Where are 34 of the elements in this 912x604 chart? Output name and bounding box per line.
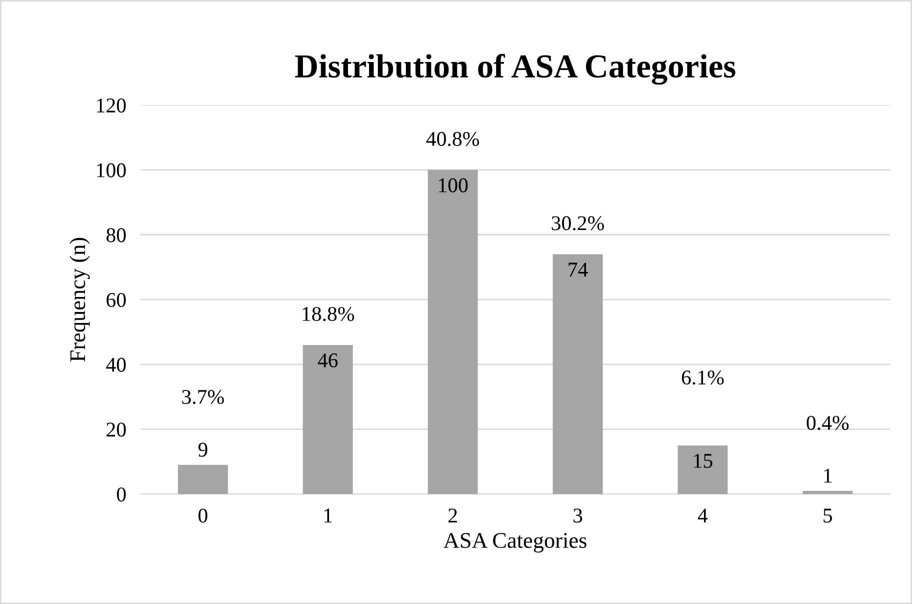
- annotation: 40.8%: [426, 132, 480, 146]
- y-tick-label: 120: [97, 98, 126, 113]
- data-label: 100: [439, 178, 468, 192]
- annotation: 3.7%: [182, 390, 224, 404]
- y-tick-label: 40: [106, 358, 126, 372]
- data-label: 1: [824, 468, 832, 483]
- data-label: 46: [318, 353, 338, 368]
- x-tick-label: 3: [574, 508, 582, 523]
- x-tick-label: 4: [698, 508, 708, 522]
- annotation: 18.8%: [302, 306, 354, 322]
- data-label: 74: [568, 262, 588, 276]
- y-tick-label: 0: [116, 487, 126, 502]
- bar: [802, 490, 853, 494]
- annotation: 6.1%: [682, 370, 724, 385]
- y-tick-label: 20: [106, 422, 126, 437]
- y-tick-label: 100: [97, 163, 126, 178]
- chart-title: Distribution of ASA Categories: [295, 54, 736, 85]
- x-tick-label: 2: [448, 508, 457, 522]
- y-axis-title: Frequency (n): [70, 238, 90, 362]
- bar: [302, 344, 353, 494]
- y-tick-label: 60: [106, 292, 126, 308]
- x-tick-label: 0: [198, 508, 208, 523]
- x-tick-label: 5: [824, 508, 832, 523]
- annotation: 30.2%: [552, 216, 604, 230]
- x-axis-title: ASA Categories: [444, 533, 586, 553]
- bar: [678, 445, 728, 494]
- bar: [178, 464, 228, 494]
- annotation: 0.4%: [806, 416, 849, 430]
- x-tick-label: 1: [324, 508, 332, 522]
- data-label: 15: [694, 454, 712, 468]
- y-tick-label: 80: [106, 228, 126, 242]
- data-label: 9: [198, 442, 208, 457]
- bar: [428, 170, 478, 494]
- bar: [552, 254, 603, 494]
